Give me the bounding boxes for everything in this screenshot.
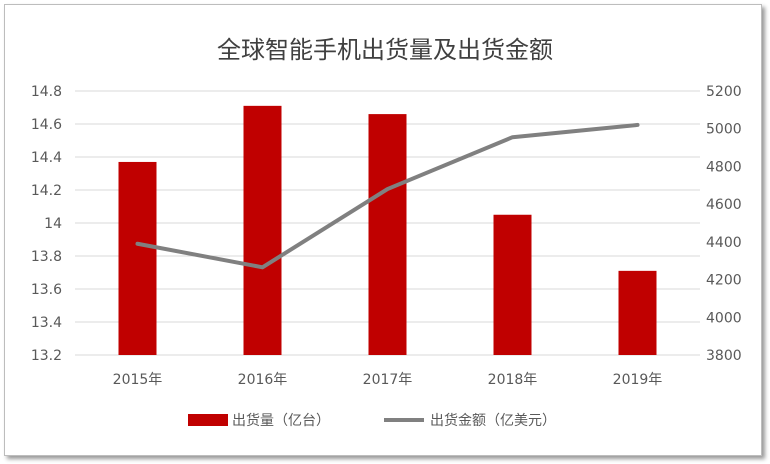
left-tick-label: 14.8 (31, 84, 62, 100)
x-tick-label: 2017年 (363, 372, 413, 388)
right-tick-label: 4200 (706, 273, 742, 289)
right-tick-label: 5000 (706, 122, 742, 138)
bar-2019年 (618, 270, 657, 355)
left-tick-label: 13.2 (31, 348, 62, 364)
legend-bar-swatch (188, 414, 228, 426)
right-tick-label: 5200 (706, 84, 742, 100)
right-tick-label: 4600 (706, 197, 742, 213)
bar-2016年 (243, 105, 282, 355)
x-tick-label: 2016年 (238, 372, 288, 388)
right-tick-label: 4800 (706, 159, 742, 175)
left-tick-label: 14.6 (31, 117, 62, 133)
bar-2015年 (118, 161, 157, 355)
left-tick-label: 14.4 (31, 150, 62, 166)
left-tick-label: 13.4 (31, 315, 62, 331)
bar-2018年 (493, 214, 532, 355)
x-tick-label: 2015年 (113, 372, 163, 388)
bar-2017年 (368, 114, 407, 355)
x-tick-label: 2019年 (613, 372, 663, 388)
legend-line-label: 出货金额（亿美元） (430, 412, 556, 429)
right-tick-label: 4400 (706, 235, 742, 251)
legend-bar-label: 出货量（亿台） (232, 412, 330, 429)
chart-title: 全球智能手机出货量及出货金额 (217, 36, 553, 64)
left-tick-label: 13.8 (31, 249, 62, 265)
left-tick-label: 14 (44, 216, 62, 232)
right-tick-label: 3800 (706, 348, 742, 364)
left-tick-label: 14.2 (31, 183, 62, 199)
right-tick-label: 4000 (706, 310, 742, 326)
left-tick-label: 13.6 (31, 282, 62, 298)
x-tick-label: 2018年 (488, 372, 538, 388)
